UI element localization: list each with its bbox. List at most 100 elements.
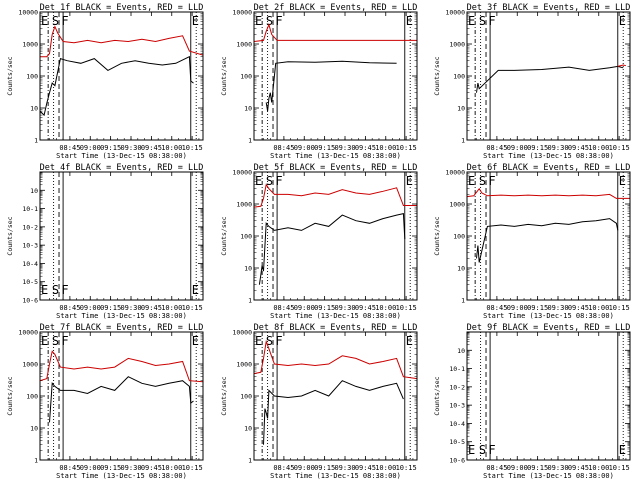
event-marker-e: E bbox=[468, 443, 475, 457]
x-tick-label: 09:00 bbox=[80, 144, 101, 152]
y-tick-label: 10-5 bbox=[449, 438, 465, 446]
event-marker-f: F bbox=[488, 443, 495, 457]
event-marker-f: F bbox=[275, 174, 282, 188]
y-tick-label: 1 bbox=[248, 137, 252, 145]
series-lld-line bbox=[253, 339, 418, 380]
y-tick-label: 1000 bbox=[236, 361, 252, 369]
y-axis-label: Counts/sec bbox=[433, 56, 441, 95]
y-tick-label: 10-1 bbox=[22, 205, 38, 213]
y-tick-label: 10 bbox=[244, 425, 252, 433]
event-marker-e: E bbox=[406, 334, 413, 348]
x-axis-label: Start Time (13-Dec-15 08:38:00) bbox=[56, 152, 187, 160]
y-tick-label: 10 bbox=[457, 265, 465, 273]
x-tick-label: 10:15 bbox=[182, 144, 203, 152]
y-tick-label: 1000 bbox=[449, 41, 465, 49]
event-marker-s: S bbox=[52, 334, 59, 348]
y-tick-label: 10000 bbox=[232, 9, 252, 17]
panel-det-1: Det 1f BLACK = Events, RED = LLD Counts/s… bbox=[6, 3, 204, 160]
x-tick-label: 09:15 bbox=[314, 464, 335, 472]
panel-det-6: Det 6f BLACK = Events, RED = LLD Counts/s… bbox=[433, 163, 631, 320]
y-axis-label: Counts/sec bbox=[220, 216, 228, 255]
x-tick-label: 09:45 bbox=[568, 464, 589, 472]
series-events-line bbox=[476, 65, 624, 93]
event-marker-e: E bbox=[255, 174, 262, 188]
x-tick-label: 09:15 bbox=[527, 144, 548, 152]
y-axis-label: Counts/sec bbox=[6, 376, 14, 415]
y-tick-label: 10 bbox=[244, 105, 252, 113]
x-tick-label: 09:30 bbox=[120, 464, 141, 472]
event-marker-e: E bbox=[468, 14, 475, 28]
y-tick-label: 1000 bbox=[22, 361, 38, 369]
x-tick-label: 10:15 bbox=[396, 144, 417, 152]
y-axis-label: Counts/sec bbox=[6, 56, 14, 95]
x-tick-label: 10:00 bbox=[161, 464, 182, 472]
y-tick-label: 10 bbox=[244, 265, 252, 273]
x-tick-label: 09:00 bbox=[80, 464, 101, 472]
event-marker-s: S bbox=[52, 283, 59, 297]
x-tick-label: 10:00 bbox=[161, 144, 182, 152]
y-tick-label: 10 bbox=[30, 425, 38, 433]
event-marker-f: F bbox=[61, 283, 68, 297]
panel-det-8: Det 8f BLACK = Events, RED = LLD Counts/s… bbox=[220, 323, 418, 480]
x-tick-label: 09:30 bbox=[547, 304, 568, 312]
x-tick-label: 09:15 bbox=[314, 304, 335, 312]
y-tick-label: 100 bbox=[453, 73, 465, 81]
y-tick-label: 10-3 bbox=[449, 402, 465, 410]
x-axis-label: Start Time (13-Dec-15 08:38:00) bbox=[270, 472, 401, 480]
x-tick-label: 09:15 bbox=[314, 144, 335, 152]
series-events-line bbox=[49, 376, 194, 423]
x-tick-label: 09:00 bbox=[294, 304, 315, 312]
y-tick-label: 10-2 bbox=[449, 383, 465, 391]
y-tick-label: 1000 bbox=[236, 41, 252, 49]
y-axis-label: Counts/sec bbox=[433, 216, 441, 255]
x-axis-label: Start Time (13-Dec-15 08:38:00) bbox=[270, 152, 401, 160]
x-axis-label: Start Time (13-Dec-15 08:38:00) bbox=[483, 312, 614, 320]
series-lld-line bbox=[39, 350, 204, 383]
x-axis-label: Start Time (13-Dec-15 08:38:00) bbox=[56, 312, 187, 320]
x-tick-label: 09:45 bbox=[355, 144, 376, 152]
y-tick-label: 1000 bbox=[236, 201, 252, 209]
plot-frame bbox=[253, 171, 418, 301]
panel-det-5: Det 5f BLACK = Events, RED = LLD Counts/s… bbox=[220, 163, 418, 320]
y-tick-label: 1000 bbox=[22, 41, 38, 49]
event-marker-e: E bbox=[41, 14, 48, 28]
y-tick-label: 100 bbox=[453, 233, 465, 241]
event-marker-s: S bbox=[479, 443, 486, 457]
x-tick-label: 10:00 bbox=[375, 144, 396, 152]
y-tick-label: 10-3 bbox=[22, 242, 38, 250]
x-tick-label: 09:15 bbox=[527, 464, 548, 472]
panel-det-9: Det 9f BLACK = Events, RED = LLD Counts/s… bbox=[433, 323, 631, 480]
x-tick-label: 09:45 bbox=[141, 144, 162, 152]
plot-frame bbox=[466, 331, 631, 461]
series-events-line bbox=[39, 55, 194, 117]
series-events-line bbox=[263, 380, 404, 445]
event-marker-f: F bbox=[61, 14, 68, 28]
event-marker-e: E bbox=[41, 283, 48, 297]
x-tick-label: 10:15 bbox=[609, 144, 630, 152]
x-tick-label: 09:15 bbox=[100, 464, 121, 472]
event-marker-e: E bbox=[406, 174, 413, 188]
event-marker-e: E bbox=[41, 334, 48, 348]
event-marker-e: E bbox=[192, 283, 199, 297]
y-tick-label: 10000 bbox=[232, 169, 252, 177]
x-tick-label: 09:30 bbox=[547, 464, 568, 472]
x-tick-label: 08:45 bbox=[273, 464, 294, 472]
x-tick-label: 08:45 bbox=[486, 144, 507, 152]
series-events-line bbox=[258, 212, 406, 285]
event-marker-e: E bbox=[406, 14, 413, 28]
x-tick-label: 10:00 bbox=[588, 304, 609, 312]
event-marker-f: F bbox=[61, 334, 68, 348]
event-marker-e: E bbox=[255, 334, 262, 348]
x-axis-label: Start Time (13-Dec-15 08:38:00) bbox=[483, 472, 614, 480]
x-tick-label: 08:45 bbox=[59, 144, 80, 152]
x-tick-label: 10:15 bbox=[182, 304, 203, 312]
x-tick-label: 08:45 bbox=[273, 144, 294, 152]
y-tick-label: 10000 bbox=[232, 329, 252, 337]
x-tick-label: 08:45 bbox=[486, 304, 507, 312]
panel-det-4: Det 4f BLACK = Events, RED = LLD Counts/s… bbox=[6, 163, 204, 320]
plot-frame bbox=[39, 331, 204, 461]
x-tick-label: 09:30 bbox=[120, 304, 141, 312]
plot-frame bbox=[466, 171, 631, 301]
x-tick-label: 09:00 bbox=[507, 304, 528, 312]
